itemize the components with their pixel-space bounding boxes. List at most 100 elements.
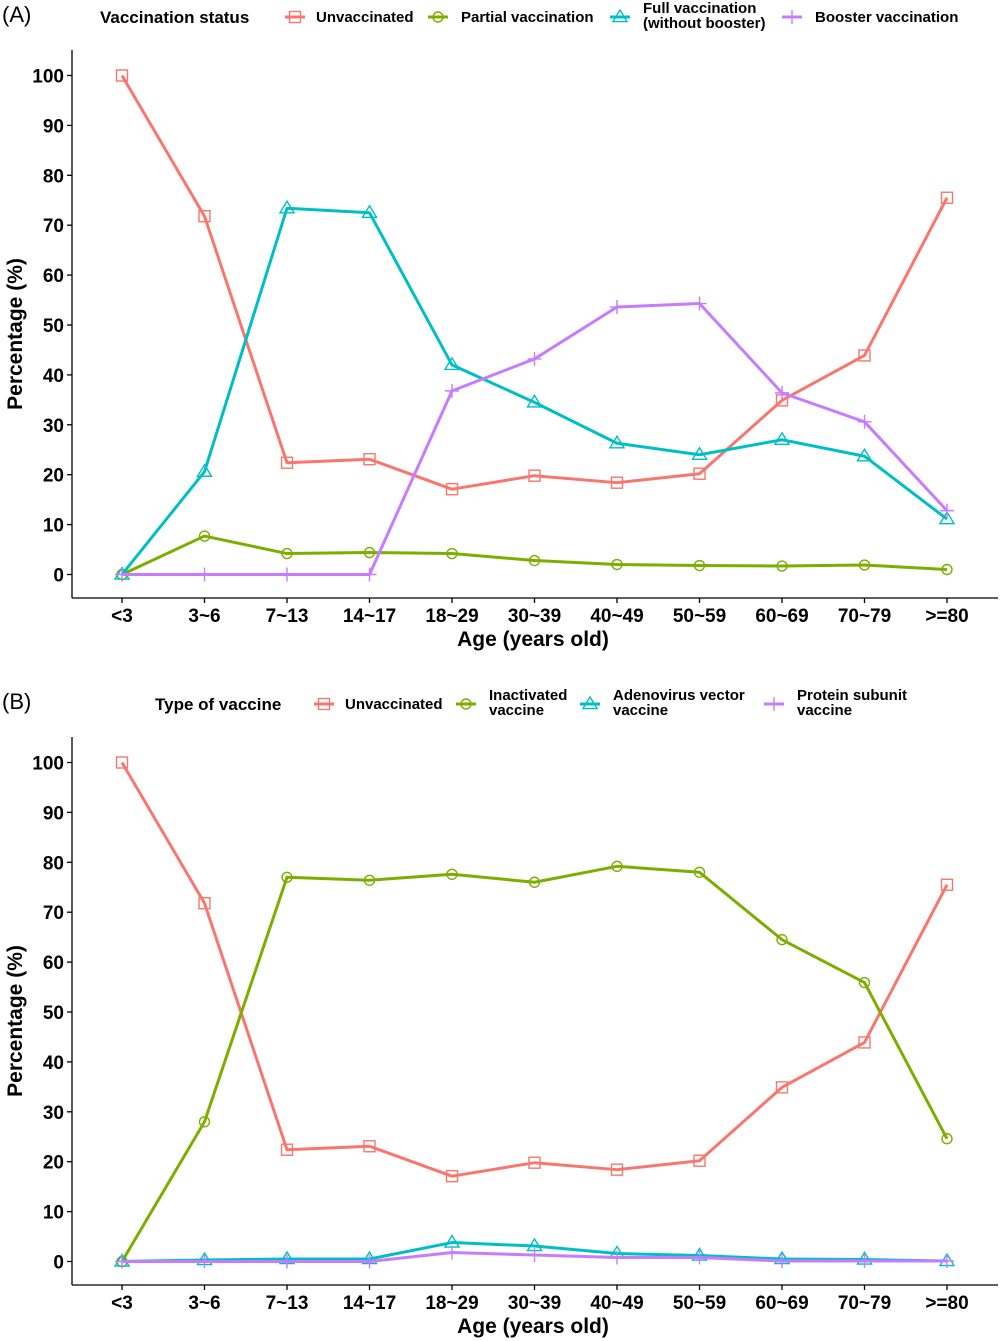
series-line — [120, 761, 949, 1178]
data-point — [198, 210, 211, 223]
data-point — [280, 1254, 294, 1269]
series-line — [121, 534, 948, 576]
y-tick-label: 10 — [43, 516, 64, 537]
data-point — [776, 560, 788, 572]
data-point — [115, 1254, 129, 1269]
x-tick-label: 18~29 — [425, 1293, 478, 1314]
series-line — [120, 864, 949, 1263]
data-point — [197, 1254, 212, 1269]
data-point — [198, 1116, 211, 1128]
series-line — [121, 1241, 948, 1263]
data-point — [693, 467, 706, 480]
x-axis-title: Age (years old) — [457, 628, 609, 651]
data-point — [692, 296, 707, 311]
y-axis-title: Percentage (%) — [4, 258, 27, 410]
data-point — [280, 567, 294, 582]
y-tick-label: 50 — [43, 1003, 64, 1024]
y-tick-label: 40 — [43, 366, 64, 387]
data-point — [446, 868, 458, 880]
x-tick-label: 14~17 — [343, 1293, 396, 1314]
y-tick-label: 90 — [43, 116, 64, 137]
x-tick-label: 50~59 — [673, 1293, 726, 1314]
data-point — [443, 356, 461, 371]
y-tick-label: 60 — [43, 266, 64, 287]
y-tick-label: 30 — [43, 1103, 64, 1124]
data-point — [363, 874, 376, 886]
data-point — [363, 453, 376, 466]
series-0 — [115, 756, 954, 1183]
x-tick-label: 60~69 — [755, 606, 808, 627]
data-point — [281, 547, 293, 560]
y-tick-label: 0 — [53, 1253, 64, 1274]
data-point — [363, 1140, 376, 1153]
data-point — [610, 1250, 624, 1265]
series-0 — [115, 69, 954, 496]
data-point — [362, 1254, 377, 1269]
data-point — [363, 546, 376, 559]
y-tick-label: 100 — [32, 67, 64, 88]
data-point — [280, 456, 294, 469]
data-point — [280, 1143, 294, 1156]
data-point — [857, 414, 872, 429]
x-tick-label: 7~13 — [266, 606, 309, 627]
data-point — [938, 510, 956, 525]
legend-label: Partial vaccination — [461, 9, 594, 26]
data-point — [858, 349, 871, 362]
x-tick-label: 60~69 — [755, 1293, 808, 1314]
data-point — [693, 1154, 706, 1167]
legend-title: Type of vaccine — [155, 695, 281, 714]
y-tick-label: 0 — [53, 566, 64, 587]
data-point — [775, 1254, 789, 1268]
data-point — [115, 567, 129, 582]
y-axis-title: Percentage (%) — [4, 945, 27, 1097]
chart-panel-a: (A) 0 10 20 30 40 50 60 70 80 90 100 <3 3~6 7~13 14~17 1… — [2, 0, 998, 651]
legend-key-marker — [460, 698, 472, 710]
data-point — [941, 563, 953, 576]
series-3 — [115, 296, 954, 582]
y-tick-label: 70 — [43, 903, 64, 924]
data-point — [445, 383, 459, 398]
legend-key-marker — [785, 10, 799, 24]
series-line — [120, 74, 949, 491]
x-tick-label: >=80 — [925, 1293, 968, 1314]
data-point — [858, 559, 871, 571]
data-point — [528, 469, 541, 482]
y-tick-label: 20 — [43, 466, 64, 487]
legend-label: Unvaccinated — [345, 696, 443, 713]
x-tick-label: 40~49 — [590, 606, 643, 627]
legend-label: Protein subunit vaccine — [797, 687, 907, 719]
data-point — [610, 300, 624, 315]
data-point — [281, 871, 293, 883]
y-tick-label: 90 — [43, 803, 64, 824]
data-point — [198, 530, 211, 542]
legend-label: Full vaccination (without booster) — [643, 0, 765, 32]
data-point — [445, 1169, 459, 1183]
data-point — [611, 558, 623, 571]
legend: Type of vaccine Unvaccinated Inactivated va… — [155, 687, 907, 719]
y-tick-label: 10 — [43, 1203, 64, 1224]
data-point — [528, 1156, 541, 1169]
data-point — [196, 463, 213, 477]
data-point — [856, 447, 873, 462]
data-point — [940, 191, 954, 204]
chart-panel-b: (B) 0 10 20 30 40 50 60 70 80 90 100 <3 3~6 7~13 14~17 1… — [2, 687, 998, 1338]
y-tick-label: 80 — [43, 853, 64, 874]
data-point — [528, 554, 541, 567]
x-tick-label: 70~79 — [838, 606, 891, 627]
data-point — [445, 482, 459, 496]
data-point — [198, 897, 211, 910]
data-point — [857, 1254, 872, 1268]
data-point — [775, 385, 789, 400]
legend-label: Unvaccinated — [316, 9, 414, 26]
x-tick-label: 50~59 — [673, 606, 726, 627]
x-tick-label: 40~49 — [590, 1293, 643, 1314]
y-tick-label: 100 — [32, 754, 64, 775]
legend-key-marker — [611, 8, 629, 23]
data-point — [691, 446, 708, 460]
data-point — [528, 876, 541, 888]
x-axis-title: Age (years old) — [457, 1315, 609, 1338]
legend-label: Adenovirus vector vaccine — [613, 687, 745, 719]
legend-label: Booster vaccination — [815, 9, 958, 26]
legend-label: Inactivated vaccine — [489, 687, 567, 719]
x-tick-label: 3~6 — [188, 1293, 220, 1314]
